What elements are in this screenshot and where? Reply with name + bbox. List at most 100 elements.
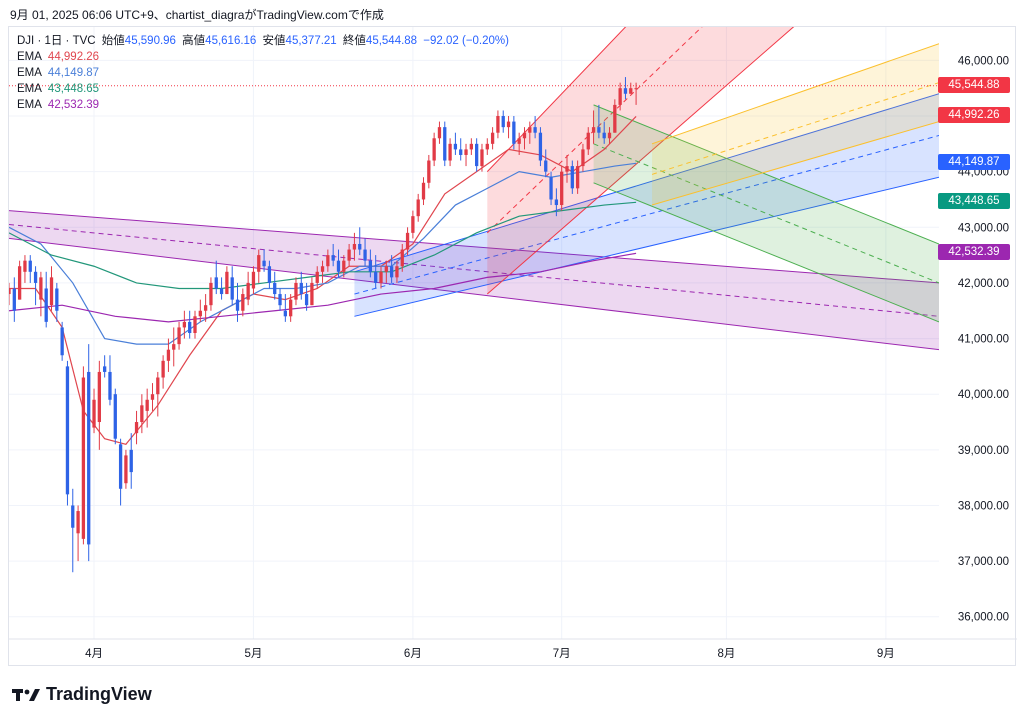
price-tag: 44,992.26 bbox=[938, 107, 1010, 124]
candle-body bbox=[156, 377, 160, 395]
candle-body bbox=[464, 149, 468, 155]
candle-body bbox=[336, 260, 341, 272]
symbol-name[interactable]: DJI · 1日 · TVC bbox=[17, 35, 96, 47]
candle-body bbox=[209, 282, 213, 306]
candle-body bbox=[278, 294, 282, 306]
candle-body bbox=[597, 127, 601, 133]
candle-body bbox=[421, 182, 426, 200]
candle-body bbox=[161, 360, 165, 378]
channel-upper-line bbox=[651, 43, 939, 145]
y-axis-tick-label: 40,000.00 bbox=[958, 389, 1009, 401]
channel-upper-line bbox=[354, 93, 939, 273]
ema-legend-row[interactable]: EMA 42,532.39 bbox=[17, 97, 512, 113]
candle-body bbox=[188, 321, 192, 333]
ema-label: EMA bbox=[17, 99, 42, 111]
price-chart[interactable]: 46,000.0045,000.0044,000.0043,000.0042,0… bbox=[9, 27, 1017, 667]
candle-body bbox=[262, 260, 266, 267]
candle-body bbox=[395, 266, 399, 278]
x-axis-tick-label: 9月 bbox=[877, 648, 895, 660]
candle-body bbox=[453, 143, 458, 150]
candle-body bbox=[379, 271, 383, 283]
ema-value: 44,992.26 bbox=[47, 51, 100, 63]
candle-body bbox=[267, 266, 272, 283]
candle-body bbox=[193, 316, 197, 333]
low-value: 45,377.21 bbox=[285, 35, 337, 47]
candle-body bbox=[459, 149, 463, 155]
candle-body bbox=[124, 455, 128, 484]
tradingview-logo[interactable]: TradingView bbox=[12, 684, 152, 705]
ema-label: EMA bbox=[17, 67, 42, 79]
open-value: 45,590.96 bbox=[124, 35, 176, 47]
channel-mid-line bbox=[9, 224, 939, 317]
candle-body bbox=[315, 271, 319, 283]
trend-channel bbox=[652, 43, 939, 206]
candle-body bbox=[629, 88, 633, 94]
candle-body bbox=[512, 121, 516, 144]
candle-body bbox=[225, 271, 229, 295]
candle-body bbox=[71, 505, 75, 528]
candle-body bbox=[230, 277, 234, 300]
candle-body bbox=[320, 266, 325, 272]
candle-body bbox=[39, 277, 43, 300]
candle-body bbox=[235, 299, 240, 311]
candle-body bbox=[560, 171, 564, 206]
candle-body bbox=[76, 511, 80, 534]
candle-body bbox=[586, 132, 590, 150]
candle-body bbox=[9, 288, 11, 295]
chart-frame[interactable]: 46,000.0045,000.0044,000.0043,000.0042,0… bbox=[8, 26, 1017, 667]
candle-body bbox=[533, 127, 537, 133]
candle-body bbox=[44, 288, 48, 322]
candle-body bbox=[490, 132, 495, 144]
candle-body bbox=[432, 138, 436, 161]
candle-body bbox=[251, 271, 256, 289]
candle-body bbox=[602, 132, 606, 139]
candle-body bbox=[607, 132, 612, 139]
candle-body bbox=[443, 127, 447, 161]
trend-channel bbox=[354, 93, 939, 317]
candle-body bbox=[554, 199, 559, 206]
x-axis-tick-label: 7月 bbox=[553, 648, 571, 660]
high-label: 高値 bbox=[182, 35, 206, 47]
candle-body bbox=[501, 116, 505, 128]
candle-body bbox=[538, 132, 543, 161]
candle-body bbox=[352, 243, 357, 250]
candle-body bbox=[304, 294, 309, 306]
candle-body bbox=[28, 260, 32, 272]
high-value: 45,616.16 bbox=[205, 35, 257, 47]
candle-body bbox=[618, 88, 622, 105]
candle-body bbox=[65, 366, 70, 495]
channel-upper-line bbox=[9, 210, 939, 284]
price-tag: 43,448.65 bbox=[938, 193, 1010, 210]
channel-upper-line bbox=[593, 104, 939, 245]
candle-body bbox=[347, 249, 351, 261]
y-axis-tick-label: 38,000.00 bbox=[958, 500, 1009, 512]
candle-body bbox=[118, 444, 123, 489]
y-axis-tick-label: 42,000.00 bbox=[958, 278, 1009, 290]
candle-body bbox=[55, 288, 59, 311]
ema-legend-row[interactable]: EMA 43,448.65 bbox=[17, 81, 512, 97]
candle-body bbox=[257, 255, 261, 272]
chart-legend: DJI · 1日 · TVC 始値45,590.96 高値45,616.16 安… bbox=[17, 33, 512, 113]
price-tag: 44,149.87 bbox=[938, 154, 1010, 171]
ema-legend-row[interactable]: EMA 44,149.87 bbox=[17, 65, 512, 81]
y-axis-tick-label: 46,000.00 bbox=[958, 55, 1009, 67]
x-axis-tick-label: 4月 bbox=[85, 648, 103, 660]
price-tag: 42,532.39 bbox=[938, 244, 1010, 261]
candle-body bbox=[389, 266, 394, 278]
close-label: 終値 bbox=[342, 35, 366, 47]
candle-body bbox=[405, 232, 410, 250]
candle-body bbox=[326, 255, 330, 267]
tradingview-logo-icon bbox=[12, 688, 40, 701]
y-axis-tick-label: 39,000.00 bbox=[958, 445, 1009, 457]
candle-body bbox=[358, 243, 362, 250]
candle-body bbox=[565, 166, 569, 172]
candle-body bbox=[294, 282, 298, 300]
candle-body bbox=[182, 321, 187, 328]
ema-legend-row[interactable]: EMA 44,992.26 bbox=[17, 49, 512, 65]
candle-body bbox=[613, 104, 617, 133]
candle-body bbox=[570, 166, 574, 189]
candle-body bbox=[49, 277, 54, 306]
candle-body bbox=[299, 282, 303, 295]
ema-line bbox=[9, 201, 637, 290]
channel-upper-line bbox=[486, 27, 627, 172]
